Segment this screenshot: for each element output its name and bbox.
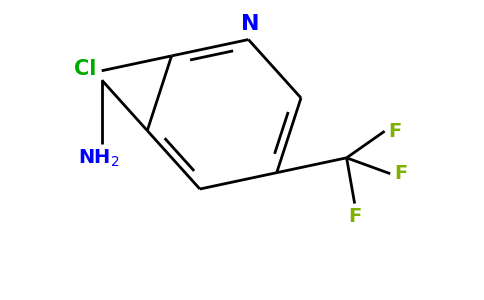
Text: N: N: [241, 14, 259, 34]
Text: Cl: Cl: [74, 59, 96, 79]
Text: F: F: [394, 164, 407, 183]
Text: NH$_2$: NH$_2$: [77, 148, 119, 169]
Text: F: F: [348, 207, 361, 226]
Text: F: F: [388, 122, 401, 141]
